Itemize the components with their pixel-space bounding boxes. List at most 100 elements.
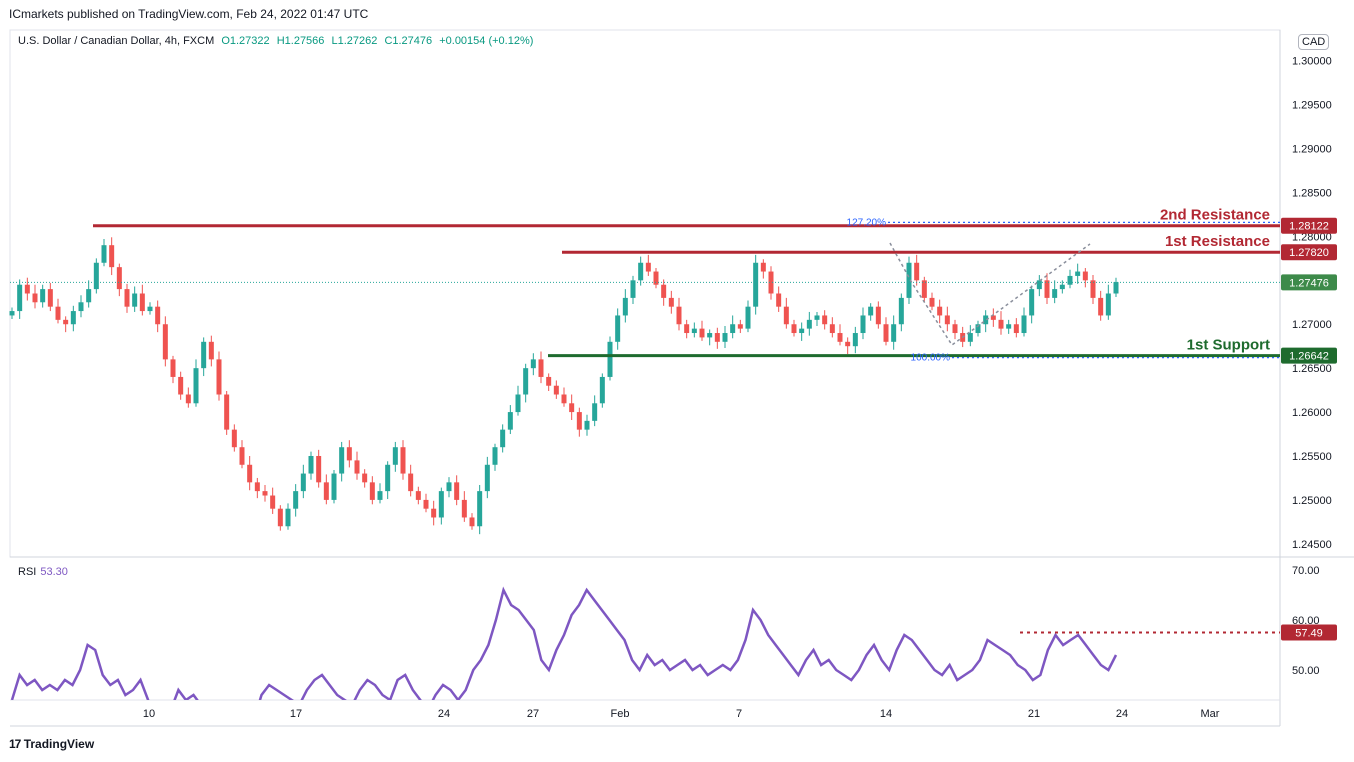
candle-body (1082, 271, 1088, 281)
candle-body (998, 319, 1004, 329)
candle-body (93, 262, 99, 290)
candle-body (377, 491, 383, 500)
rsi-line (10, 586, 1118, 700)
candle-body (1021, 315, 1027, 334)
candle-body (653, 271, 659, 285)
tradingview-logo[interactable]: 17 TradingView (9, 737, 94, 751)
candle-body (952, 324, 958, 334)
candle-body (109, 245, 115, 268)
candle-body (530, 359, 536, 369)
price-tick-label: 1.28500 (1292, 187, 1332, 199)
candle-body (1075, 271, 1081, 276)
candle-body (446, 482, 452, 492)
candle-body (40, 289, 46, 303)
candle-body (691, 328, 697, 334)
price-tick-label: 1.26500 (1292, 363, 1332, 375)
price-pane-frame (9, 29, 1281, 558)
candle-body (132, 293, 138, 307)
candle-body (254, 482, 260, 492)
candle-body (837, 333, 843, 342)
rsi-tick-label: 60.00 (1292, 615, 1320, 627)
level-label: 2nd Resistance (1160, 207, 1270, 224)
candle-body (147, 306, 153, 312)
legend-change: +0.00154 (+0.12%) (439, 35, 534, 47)
candle-body (293, 491, 299, 509)
candle-body (569, 403, 575, 413)
price-tick-label: 1.29500 (1292, 100, 1332, 112)
candle-body (369, 482, 375, 500)
candle-body (599, 376, 605, 404)
candle-body (9, 311, 15, 316)
time-tick-label: Mar (1201, 708, 1220, 720)
candle-body (814, 315, 820, 320)
candle-body (339, 447, 345, 474)
candle-body (1052, 289, 1058, 298)
currency-button[interactable]: CAD (1298, 34, 1330, 50)
candle-body (17, 284, 23, 312)
candle-body (561, 394, 567, 404)
time-tick-label: Feb (611, 708, 630, 720)
time-tick-label: 17 (290, 708, 302, 720)
candle-body (323, 482, 329, 500)
last-price-tag-text: 1.27476 (1289, 277, 1329, 289)
candle-body (714, 333, 720, 342)
price-tick-label: 1.25000 (1292, 495, 1332, 507)
candle-body (607, 341, 613, 377)
candle-body (630, 280, 636, 298)
candle-body (63, 319, 69, 325)
candle-body (400, 447, 406, 474)
candle-body (921, 280, 927, 298)
candle-body (1113, 282, 1119, 294)
candle-body (277, 508, 283, 527)
candle-body (676, 306, 682, 325)
candle-body (155, 306, 161, 325)
candle-body (78, 302, 84, 312)
candle-body (906, 262, 912, 298)
candle-body (438, 491, 444, 518)
candle-body (576, 412, 582, 430)
candle-body (492, 447, 498, 465)
candles-group (9, 237, 1119, 535)
level-price-tag (1281, 347, 1337, 364)
level-price-tag-text: 1.27820 (1289, 247, 1329, 259)
price-tick-label: 1.25500 (1292, 451, 1332, 463)
candle-body (116, 267, 122, 290)
candle-body (883, 324, 889, 342)
candle-body (860, 315, 866, 334)
candle-body (722, 333, 728, 342)
candle-body (461, 499, 467, 518)
fib-level-label: 100.00% (911, 353, 951, 364)
candle-body (684, 324, 690, 334)
price-tick-label: 1.29000 (1292, 144, 1332, 156)
candle-body (799, 328, 805, 334)
legend-high: H1.27566 (276, 35, 325, 47)
candle-body (178, 376, 184, 395)
candle-body (1059, 284, 1065, 290)
candle-body (285, 508, 291, 527)
candle-body (300, 473, 306, 492)
candle-body (346, 447, 352, 461)
candle-body (538, 359, 544, 377)
candle-body (431, 508, 437, 518)
candle-body (553, 385, 559, 395)
candle-body (546, 376, 552, 386)
candle-body (208, 341, 214, 360)
candle-body (239, 447, 245, 465)
candle-body (1090, 280, 1096, 298)
candle-body (216, 359, 222, 395)
candle-body (1044, 280, 1050, 298)
candle-body (354, 460, 360, 474)
candle-body (484, 464, 490, 492)
candle-body (308, 455, 314, 474)
rsi-tick-label: 50.00 (1292, 665, 1320, 677)
candle-body (760, 262, 766, 272)
candle-body (768, 271, 774, 294)
candle-body (1029, 289, 1035, 316)
price-tick-label: 1.24500 (1292, 539, 1332, 551)
time-tick-label: 14 (880, 708, 892, 720)
legend-close: C1.27476 (384, 35, 433, 47)
legend-low: L1.27262 (331, 35, 378, 47)
candle-body (415, 491, 421, 500)
time-tick-label: 21 (1028, 708, 1040, 720)
